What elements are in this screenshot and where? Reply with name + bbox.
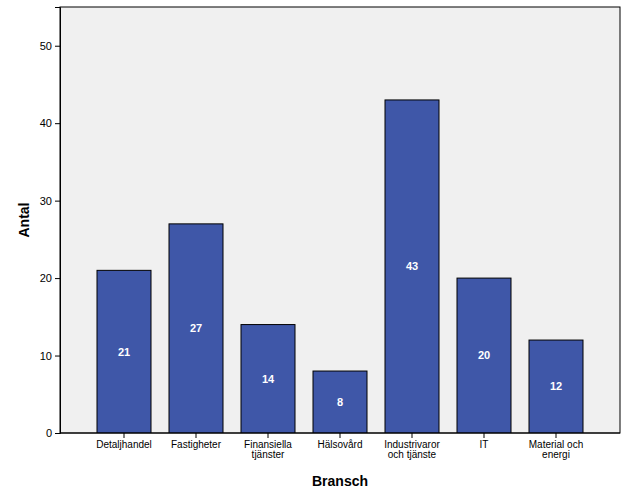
y-tick-mark [55,278,60,279]
y-tick-label: 0 [46,427,52,439]
data-label: 43 [406,260,418,272]
data-label: 12 [550,380,562,392]
y-tick: 30 [40,195,60,207]
x-tick: Material ochenergi [529,433,583,460]
x-tick-label: Industrivaroroch tjänste [384,439,440,460]
x-tick: Fastigheter [171,433,222,450]
x-tick-label: Detaljhandel [96,439,152,450]
bar [529,340,583,433]
y-axis-line [55,8,61,434]
plot-background [60,7,620,433]
x-tick: Industrivaroroch tjänste [384,433,440,460]
x-tick-mark [124,433,125,438]
bar [241,325,295,433]
bar [385,100,439,433]
x-tick-mark [196,433,197,438]
y-tick: 10 [40,350,60,362]
data-label: 14 [262,373,275,385]
x-tick-mark [340,433,341,438]
y-tick: 50 [40,40,60,52]
y-tick-label: 50 [40,40,52,52]
y-tick-mark [55,46,60,47]
x-tick-label: Material ochenergi [529,439,583,460]
plot: 21 27 14 8 43 20 12 0 10 20 30 40 50 Detaljhandel Fast… [40,7,620,460]
x-tick-mark [484,433,485,438]
x-axis: Detaljhandel Fastigheter Finansiellatjänst… [60,433,620,460]
x-axis-title: Bransch [312,473,368,489]
data-labels: 21 27 14 8 43 20 12 [118,260,562,408]
y-tick: 0 [46,427,60,439]
x-tick-label: Finansiellatjänster [244,439,292,460]
x-tick-mark [412,433,413,438]
x-tick: Detaljhandel [96,433,152,450]
x-tick-label: IT [480,439,489,450]
x-tick: IT [480,433,489,450]
y-tick-label: 20 [40,272,52,284]
y-tick-mark [55,123,60,124]
data-label: 21 [118,346,130,358]
y-tick-label: 30 [40,195,52,207]
x-tick-mark [268,433,269,438]
y-tick: 20 [40,272,60,284]
x-tick-mark [556,433,557,438]
data-label: 20 [478,349,490,361]
bar [457,278,511,433]
y-axis: 0 10 20 30 40 50 [40,8,61,440]
bars [97,100,583,433]
x-tick: Finansiellatjänster [244,433,292,460]
y-tick: 40 [40,117,60,129]
x-tick-label: Fastigheter [171,439,222,450]
y-tick-mark [55,201,60,202]
y-tick-label: 10 [40,350,52,362]
bar [169,224,223,433]
y-axis-title: Antal [16,203,32,238]
data-label: 27 [190,322,202,334]
y-tick-mark [55,433,60,434]
y-tick-mark [55,356,60,357]
y-tick-label: 40 [40,117,52,129]
x-tick: Hälsovård [317,433,362,450]
chart: 21 27 14 8 43 20 12 0 10 20 30 40 50 Detaljhandel Fast… [0,0,629,504]
bar [313,371,367,433]
data-label: 8 [337,396,343,408]
x-tick-label: Hälsovård [317,439,362,450]
bar [97,270,151,433]
